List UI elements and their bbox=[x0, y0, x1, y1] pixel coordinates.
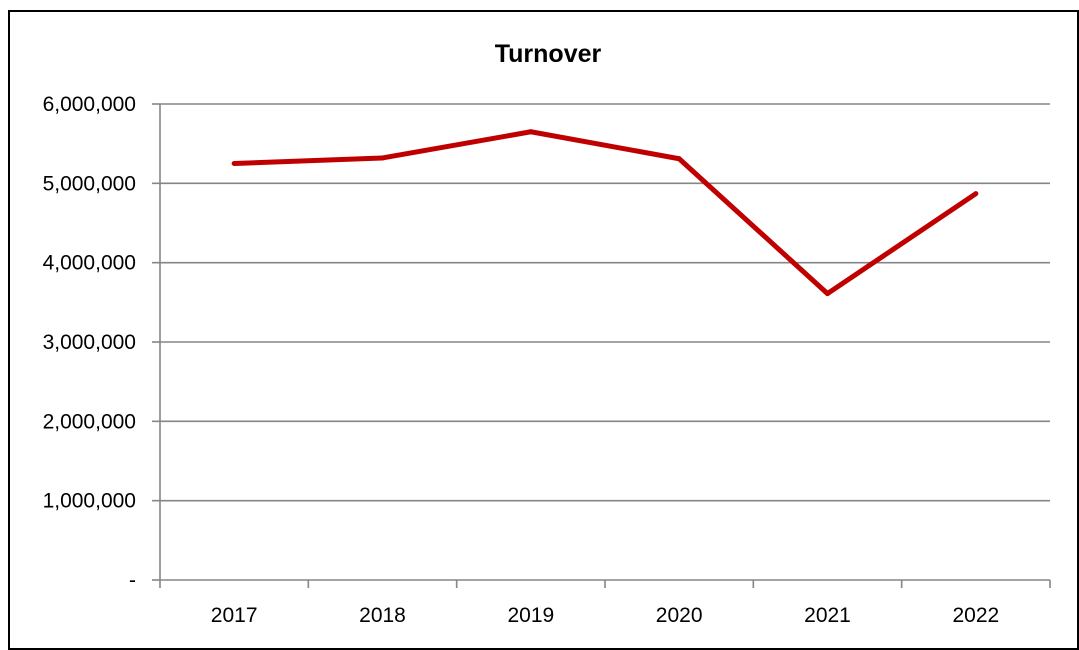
y-tick-label: 2,000,000 bbox=[43, 410, 136, 433]
data-point-2022 bbox=[973, 191, 979, 197]
data-point-2019 bbox=[528, 129, 534, 135]
chart-frame bbox=[8, 10, 1079, 650]
y-tick-label: 4,000,000 bbox=[43, 252, 136, 275]
x-tick-labels: 2017 2018 2019 2020 2021 2022 bbox=[211, 604, 999, 627]
series-line bbox=[234, 129, 978, 297]
y-tick-label: 5,000,000 bbox=[43, 172, 136, 195]
x-tick-label: 2019 bbox=[507, 604, 554, 627]
y-tick-label: - bbox=[129, 569, 136, 592]
y-tick-label: 3,000,000 bbox=[43, 331, 136, 354]
y-tick-label: 1,000,000 bbox=[43, 490, 136, 513]
series-lines bbox=[231, 129, 979, 297]
x-tick-label: 2022 bbox=[952, 604, 999, 627]
axes bbox=[152, 103, 1051, 588]
data-point-2020 bbox=[676, 156, 682, 162]
gridlines bbox=[160, 103, 1050, 502]
x-tick-label: 2018 bbox=[359, 604, 406, 627]
x-tick-label: 2021 bbox=[804, 604, 851, 627]
x-tick-label: 2017 bbox=[211, 604, 258, 627]
data-point-2021 bbox=[825, 291, 830, 297]
y-tick-labels: - 1,000,000 2,000,000 3,000,000 4,000,000 5,0… bbox=[43, 93, 136, 592]
y-tick-label: 6,000,000 bbox=[43, 93, 136, 116]
chart-title: Turnover bbox=[495, 40, 602, 68]
x-tick-label: 2020 bbox=[656, 604, 703, 627]
data-point-2018 bbox=[380, 155, 385, 161]
data-point-2017 bbox=[231, 161, 237, 166]
